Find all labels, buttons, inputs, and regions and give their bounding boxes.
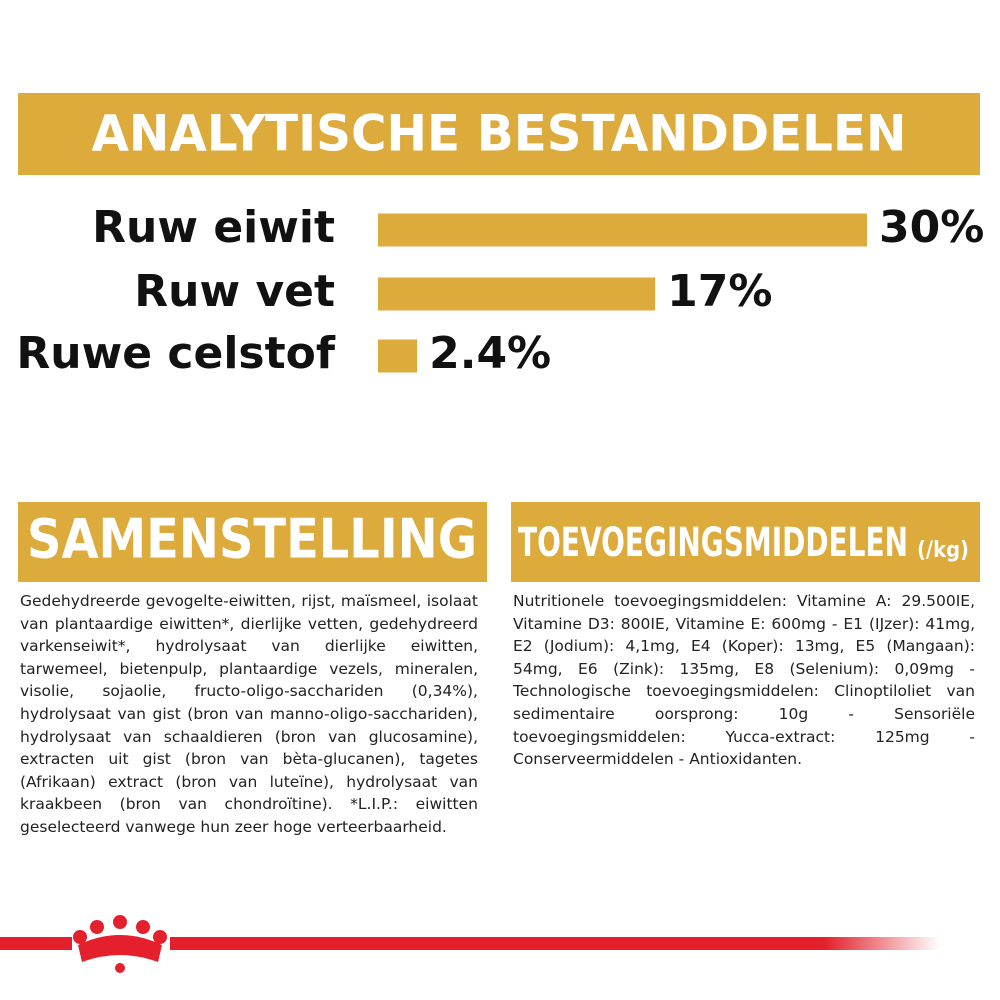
additives-text: Nutritionele toevoegingsmiddelen: Vitami…: [513, 592, 975, 769]
category-label: Ruw vet: [134, 266, 335, 317]
composition-text: Gedehydreerde gevogelte-eiwitten, rijst,…: [20, 592, 478, 836]
header-band: [18, 93, 980, 175]
composition-band: [18, 502, 487, 582]
category-label: Ruwe celstof: [16, 328, 335, 379]
bar: [378, 277, 656, 311]
additives-title: TOEVOEGINGSMIDDELEN: [518, 520, 908, 566]
value-label: 30%: [879, 202, 984, 253]
additives-unit: (/kg): [917, 538, 969, 563]
value-label: 2.4%: [429, 328, 551, 379]
composition-title: SAMENSTELLING: [27, 508, 477, 571]
crown-logo: [73, 915, 167, 973]
footer-line: [170, 937, 940, 950]
additives-band: [511, 502, 980, 582]
bar: [378, 339, 418, 373]
chart-title: ANALYTISCHE BESTANDDELEN: [92, 105, 907, 163]
bar: [378, 213, 867, 247]
value-label: 17%: [667, 266, 772, 317]
category-label: Ruw eiwit: [92, 202, 335, 253]
footer-line: [0, 937, 72, 950]
